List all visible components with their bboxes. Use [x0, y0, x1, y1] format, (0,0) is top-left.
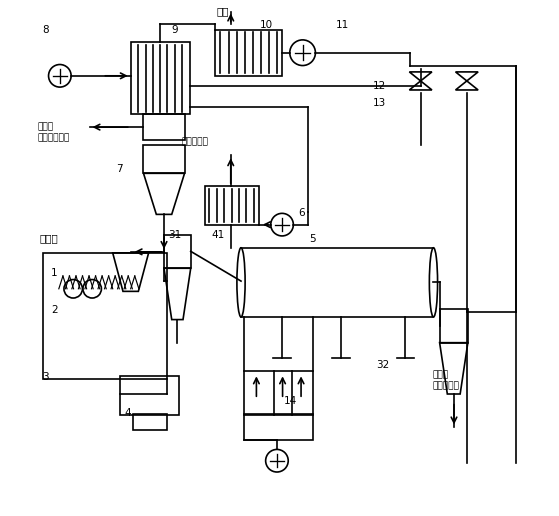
Text: 2: 2	[51, 305, 58, 315]
Text: 4: 4	[125, 408, 131, 418]
Bar	[244, 371, 313, 414]
Bar	[164, 235, 191, 268]
Bar	[144, 145, 184, 173]
Text: 3: 3	[42, 372, 49, 382]
Bar	[120, 376, 179, 414]
Text: 6: 6	[299, 208, 305, 218]
Text: 7: 7	[116, 164, 123, 174]
Text: 8: 8	[42, 25, 49, 35]
Text: 5: 5	[309, 234, 316, 244]
Text: 干物料
炭磁化物料: 干物料 炭磁化物料	[433, 370, 459, 390]
Text: 至尾气处置: 至尾气处置	[182, 137, 209, 146]
Bar	[241, 248, 433, 317]
Bar	[44, 253, 167, 379]
Bar	[205, 186, 259, 224]
Bar	[244, 413, 313, 440]
Ellipse shape	[429, 248, 438, 317]
Text: 凝结水
去水处理系统: 凝结水 去水处理系统	[37, 122, 69, 142]
Text: 31: 31	[168, 230, 181, 240]
Polygon shape	[456, 81, 478, 90]
Polygon shape	[409, 81, 432, 90]
Polygon shape	[409, 72, 432, 81]
Text: 12: 12	[373, 81, 386, 91]
Text: 排空: 排空	[217, 6, 229, 16]
Text: 湿物料: 湿物料	[39, 234, 58, 244]
Ellipse shape	[237, 248, 245, 317]
Text: 41: 41	[212, 230, 225, 240]
Polygon shape	[456, 72, 478, 81]
Bar	[144, 115, 184, 140]
Bar	[215, 29, 282, 76]
Bar	[133, 413, 167, 430]
Text: 11: 11	[336, 20, 349, 29]
Text: 1: 1	[51, 267, 58, 278]
Text: 32: 32	[376, 360, 389, 370]
Text: 9: 9	[172, 25, 178, 35]
Bar	[131, 42, 190, 115]
Bar	[439, 309, 468, 343]
Text: 14: 14	[283, 396, 297, 406]
Text: 10: 10	[260, 20, 273, 29]
Text: 13: 13	[373, 98, 386, 108]
